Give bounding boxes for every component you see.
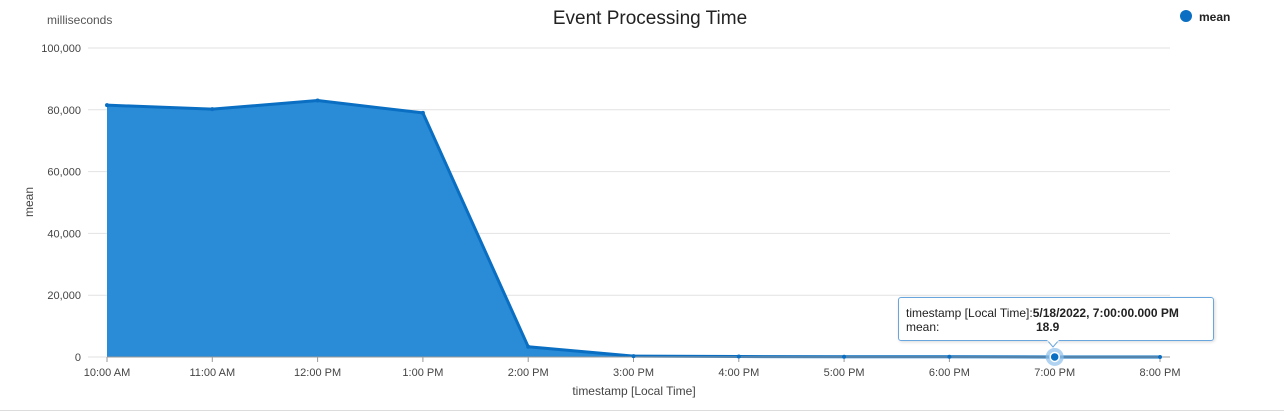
x-tick-label: 4:00 PM (718, 367, 759, 379)
y-tick-label: 60,000 (47, 167, 81, 179)
chart-title: Event Processing Time (553, 8, 747, 29)
tooltip: timestamp [Local Time]:5/18/2022, 7:00:0… (898, 297, 1214, 341)
data-point[interactable] (736, 354, 741, 359)
x-tick-label: 8:00 PM (1140, 367, 1181, 379)
x-tick-label: 11:00 AM (189, 367, 235, 379)
x-tick-label: 7:00 PM (1034, 367, 1075, 379)
data-point[interactable] (315, 98, 320, 103)
tooltip-timestamp-label: timestamp [Local Time]: (906, 306, 1033, 320)
x-tick-label: 1:00 PM (402, 367, 443, 379)
y-tick-label: 20,000 (47, 290, 81, 302)
data-point[interactable] (631, 354, 636, 359)
x-tick-label: 2:00 PM (508, 367, 549, 379)
data-point[interactable] (526, 344, 531, 349)
data-point[interactable] (105, 103, 109, 108)
y-tick-label: 40,000 (47, 228, 81, 240)
tooltip-mean-value: 18.9 (1036, 320, 1060, 334)
data-point[interactable] (947, 354, 952, 359)
x-tick-label: 5:00 PM (824, 367, 865, 379)
x-tick-label: 10:00 AM (84, 367, 130, 379)
y-tick-label: 0 (75, 352, 81, 364)
data-point[interactable] (210, 107, 215, 112)
x-tick-label: 6:00 PM (929, 367, 970, 379)
series-area-mean (107, 100, 1160, 357)
bottom-divider (0, 410, 1284, 411)
y-tick-label: 80,000 (47, 105, 81, 117)
x-tick-label: 12:00 PM (294, 367, 341, 379)
data-point-highlighted[interactable] (1049, 351, 1060, 363)
y-tick-label: 100,000 (41, 43, 81, 55)
data-point[interactable] (420, 110, 425, 115)
x-axis-title: timestamp [Local Time] (572, 384, 695, 398)
legend[interactable]: mean (1180, 10, 1230, 24)
x-tick-label: 3:00 PM (613, 367, 654, 379)
units-label: milliseconds (47, 13, 112, 27)
y-axis-title: mean (22, 187, 36, 217)
data-point[interactable] (842, 354, 847, 359)
tooltip-timestamp-value: 5/18/2022, 7:00:00.000 PM (1032, 306, 1179, 320)
legend-marker (1180, 10, 1192, 22)
data-point[interactable] (1158, 354, 1162, 359)
legend-label: mean (1199, 10, 1230, 24)
tooltip-pointer (1047, 340, 1059, 348)
tooltip-mean-label: mean: (906, 320, 940, 334)
